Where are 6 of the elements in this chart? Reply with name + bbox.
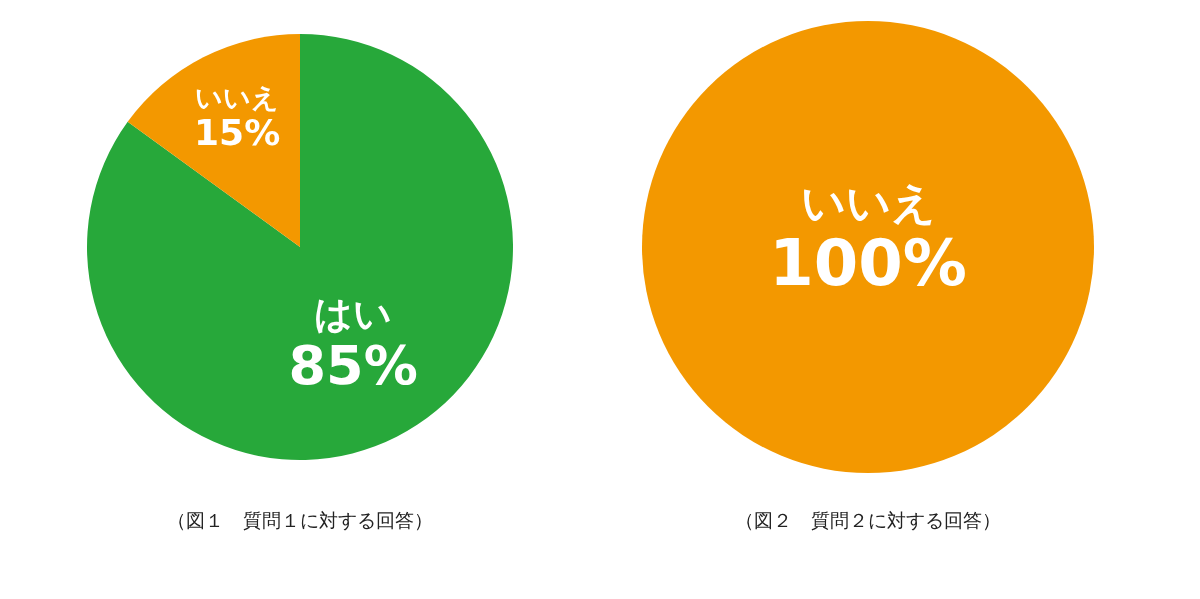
slice-label: いいえ	[800, 177, 936, 229]
text: （図１ 質問１に対する回答）	[167, 509, 433, 531]
data-label: 100%	[769, 226, 967, 301]
text: （図２ 質問２に対する回答）	[735, 509, 1001, 531]
slice-label: いいえ	[195, 82, 280, 114]
data-label: 15%	[194, 112, 281, 154]
